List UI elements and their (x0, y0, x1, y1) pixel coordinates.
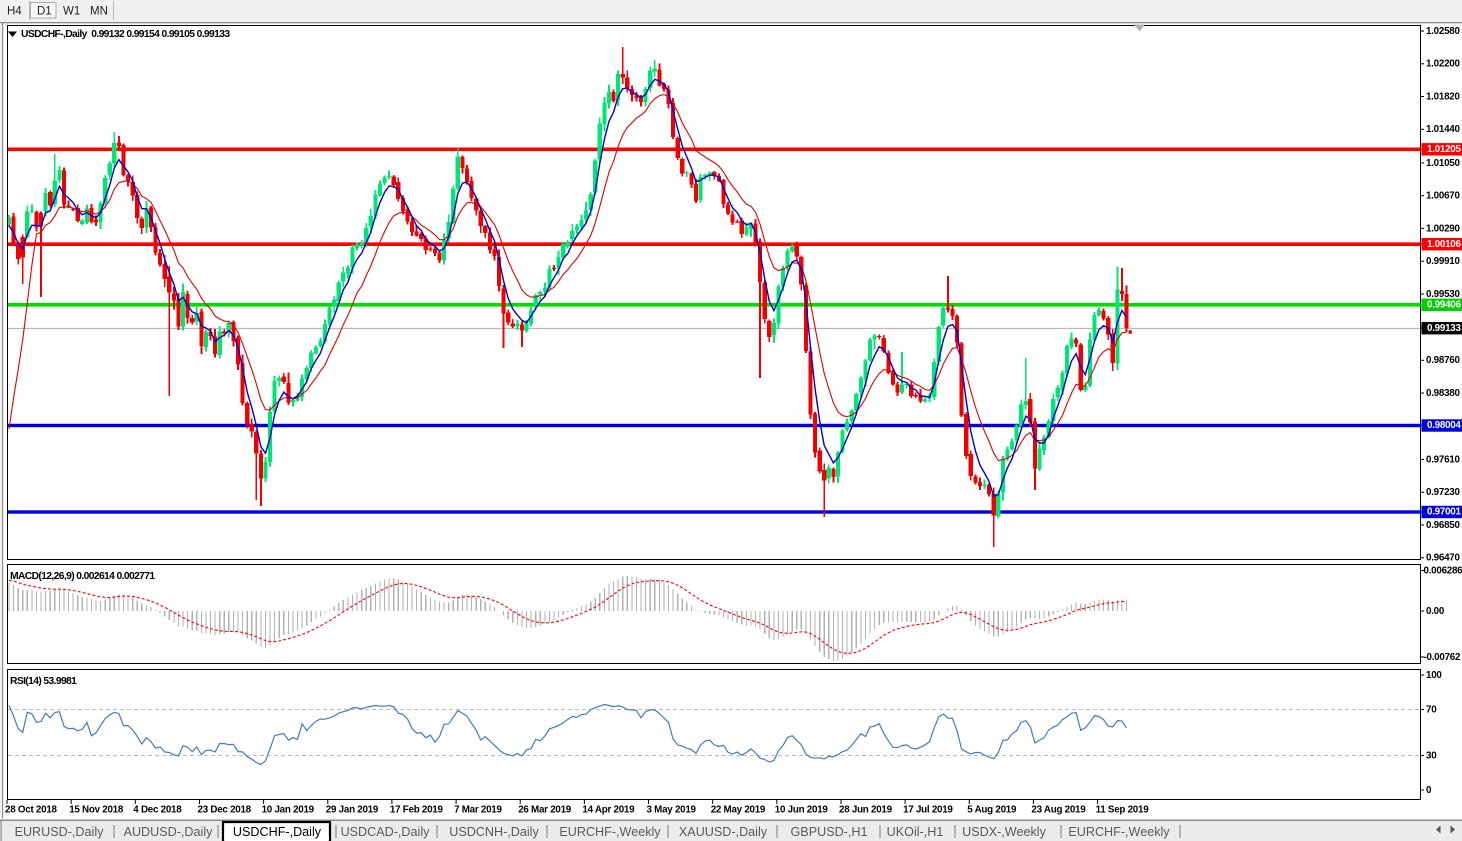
svg-text:5 Aug 2019: 5 Aug 2019 (967, 805, 1017, 816)
svg-text:UKOil-,H1: UKOil-,H1 (887, 825, 944, 839)
svg-text:0.98380: 0.98380 (1426, 388, 1460, 399)
svg-text:XAUUSD-,Daily: XAUUSD-,Daily (679, 825, 768, 839)
svg-text:0.99530: 0.99530 (1426, 289, 1460, 300)
svg-text:1.01205: 1.01205 (1427, 144, 1461, 155)
svg-text:0.99133: 0.99133 (1427, 323, 1461, 334)
svg-text:0.97610: 0.97610 (1426, 454, 1460, 465)
svg-text:0.00: 0.00 (1426, 606, 1445, 617)
svg-text:23 Aug 2019: 23 Aug 2019 (1031, 805, 1086, 816)
svg-text:26 Mar 2019: 26 Mar 2019 (518, 805, 572, 816)
svg-text:1.00670: 1.00670 (1426, 191, 1460, 202)
svg-text:USDX-,Weekly: USDX-,Weekly (962, 825, 1046, 839)
svg-text:AUDUSD-,Daily: AUDUSD-,Daily (124, 825, 214, 839)
svg-text:7 Mar 2019: 7 Mar 2019 (454, 805, 502, 816)
svg-text:-0.00762: -0.00762 (1424, 652, 1461, 663)
svg-text:28 Oct 2018: 28 Oct 2018 (5, 805, 58, 816)
svg-text:10 Jan 2019: 10 Jan 2019 (262, 805, 315, 816)
svg-text:22 May 2019: 22 May 2019 (711, 805, 766, 816)
svg-text:1.00290: 1.00290 (1426, 223, 1460, 234)
svg-text:0.96470: 0.96470 (1426, 553, 1460, 564)
svg-text:MN: MN (90, 6, 108, 18)
svg-text:1.01050: 1.01050 (1426, 158, 1460, 169)
svg-text:1.01440: 1.01440 (1426, 124, 1460, 135)
svg-text:28 Jun 2019: 28 Jun 2019 (839, 805, 893, 816)
svg-text:10 Jun 2019: 10 Jun 2019 (775, 805, 829, 816)
svg-text:RSI(14) 53.9981: RSI(14) 53.9981 (10, 676, 77, 687)
svg-text:EURCHF-,Weekly: EURCHF-,Weekly (559, 825, 661, 839)
svg-text:1.00106: 1.00106 (1427, 239, 1461, 250)
svg-text:0.99406: 0.99406 (1427, 299, 1461, 310)
svg-text:1.02580: 1.02580 (1426, 26, 1460, 37)
svg-text:GBPUSD-,H1: GBPUSD-,H1 (791, 825, 868, 839)
svg-text:0.96850: 0.96850 (1426, 520, 1460, 531)
svg-text:70: 70 (1426, 704, 1437, 715)
svg-text:15 Nov 2018: 15 Nov 2018 (69, 805, 124, 816)
svg-text:USDCHF-,Daily 0.99132 0.99154: USDCHF-,Daily 0.99132 0.99154 0.99105 0.… (21, 29, 230, 40)
svg-text:0.99910: 0.99910 (1426, 256, 1460, 267)
svg-text:14 Apr 2019: 14 Apr 2019 (582, 805, 635, 816)
svg-text:100: 100 (1426, 670, 1442, 681)
svg-text:11 Sep 2019: 11 Sep 2019 (1096, 805, 1150, 816)
svg-text:4 Dec 2018: 4 Dec 2018 (133, 805, 182, 816)
svg-text:23 Dec 2018: 23 Dec 2018 (198, 805, 252, 816)
svg-text:0: 0 (1426, 785, 1432, 796)
svg-text:1.01820: 1.01820 (1426, 91, 1460, 102)
svg-text:29 Jan 2019: 29 Jan 2019 (326, 805, 379, 816)
svg-text:0.006286: 0.006286 (1424, 565, 1462, 576)
svg-text:USDCNH-,Daily: USDCNH-,Daily (449, 825, 539, 839)
svg-text:D1: D1 (37, 6, 52, 18)
svg-text:EURCHF-,Weekly: EURCHF-,Weekly (1068, 825, 1170, 839)
svg-text:MACD(12,26,9) 0.002614 0.00277: MACD(12,26,9) 0.002614 0.002771 (10, 571, 155, 582)
svg-text:17 Jul 2019: 17 Jul 2019 (903, 805, 953, 816)
svg-text:W1: W1 (63, 6, 80, 18)
svg-text:0.98004: 0.98004 (1427, 420, 1461, 431)
svg-text:H4: H4 (7, 6, 22, 18)
svg-text:EURUSD-,Daily: EURUSD-,Daily (15, 825, 105, 839)
svg-text:1.02200: 1.02200 (1426, 59, 1460, 70)
svg-text:30: 30 (1426, 750, 1437, 761)
svg-text:0.97001: 0.97001 (1427, 507, 1461, 518)
svg-text:17 Feb 2019: 17 Feb 2019 (390, 805, 444, 816)
svg-text:USDCAD-,Daily: USDCAD-,Daily (341, 825, 431, 839)
svg-text:0.98760: 0.98760 (1426, 355, 1460, 366)
svg-text:3 May 2019: 3 May 2019 (647, 805, 697, 816)
svg-text:0.97230: 0.97230 (1426, 487, 1460, 498)
svg-text:USDCHF-,Daily: USDCHF-,Daily (233, 825, 322, 839)
